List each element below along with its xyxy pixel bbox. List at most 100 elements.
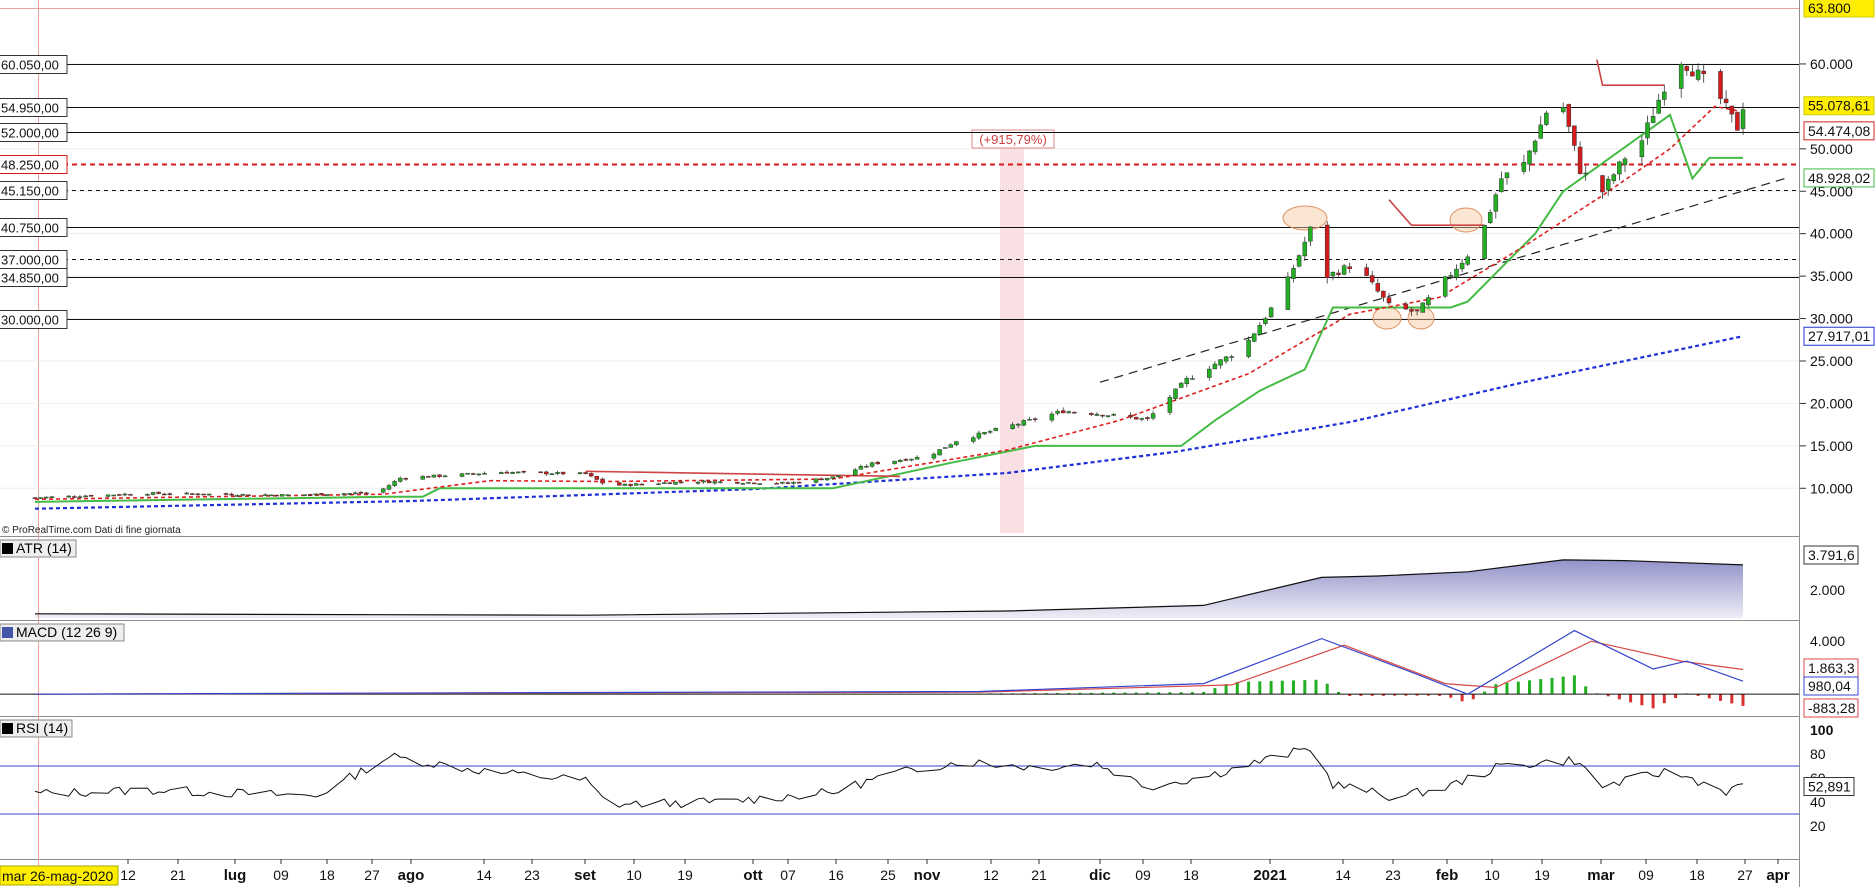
x-tick-label: 2021: [1253, 867, 1286, 884]
level-label: 30.000,00: [0, 310, 68, 329]
candle-body: [1740, 109, 1746, 129]
candle-body: [111, 494, 116, 497]
x-tick-label: 21: [170, 867, 186, 883]
macd-hist-bar: [1303, 680, 1307, 695]
macd-hist-bar: [1404, 694, 1408, 696]
candle-body: [1572, 125, 1577, 146]
level-label: 45.150,00: [0, 181, 68, 200]
rsi-last-badge: 52,891: [1803, 777, 1855, 797]
candle-body: [931, 453, 937, 459]
candle-body: [117, 494, 122, 496]
x-tick-label: 27: [1737, 867, 1753, 883]
candle-body: [791, 481, 796, 484]
candle-body: [353, 492, 358, 495]
candle-body: [1330, 272, 1336, 277]
candle-body: [1150, 413, 1156, 419]
macd-hist-bar: [1516, 681, 1520, 695]
x-tick-label: 23: [524, 867, 540, 883]
candle-body: [364, 492, 369, 495]
price-tick-label: 20.000: [1810, 395, 1853, 411]
rsi-tick-label: 100: [1810, 722, 1834, 738]
macd-hist-bar: [1213, 688, 1217, 695]
level-label: 37.000,00: [0, 250, 68, 269]
x-axis: mar 26-mag-2020 12 21 lug 09 18 27 ago 14 23 set 10…: [0, 859, 1790, 886]
x-tick-label: set: [574, 867, 596, 884]
candle-body: [971, 437, 976, 442]
candle-body: [1184, 378, 1190, 385]
candle-body: [1145, 417, 1150, 419]
candle-body: [701, 480, 706, 483]
macd-last-badge-text: 1.863,3: [1808, 660, 1855, 676]
candle-body: [954, 441, 959, 446]
macd-hist-bar: [1719, 694, 1722, 701]
candle-body: [403, 478, 409, 480]
candle-body: [206, 493, 212, 496]
candle-body: [223, 493, 229, 495]
highlight-band: [1000, 148, 1024, 533]
candle-body: [1268, 307, 1274, 318]
macd-last-badge: 1.863,3: [1803, 658, 1859, 678]
price-tick-label: 50.000: [1810, 141, 1853, 157]
candle-body: [1521, 162, 1527, 172]
candle-body: [1257, 325, 1263, 335]
candle-body: [628, 483, 633, 486]
level-label-box: [0, 55, 68, 74]
candle-body: [285, 494, 291, 497]
supertrend-down-segment: [1596, 59, 1665, 86]
macd-line: [34, 629, 1744, 695]
level-label-box: [0, 218, 68, 237]
x-tick-label: 14: [1335, 867, 1351, 883]
candle-body: [470, 473, 476, 475]
candle-body: [1600, 175, 1605, 193]
candle-body: [987, 431, 993, 433]
candle-body: [504, 471, 510, 474]
candle-body: [1212, 363, 1218, 370]
candle-body: [1409, 309, 1414, 312]
macd-hist-bar: [1325, 683, 1329, 695]
candle-body: [1611, 174, 1617, 182]
x-start-label-box: [0, 865, 119, 886]
atr-line: [34, 559, 1744, 616]
candle-body: [1369, 275, 1375, 283]
candle-body: [184, 492, 189, 495]
candle-body: [594, 475, 600, 480]
ma-short-badge: 54.474,08: [1803, 121, 1875, 141]
candle-body: [695, 482, 701, 484]
candle-body: [858, 466, 864, 470]
candle-body: [1482, 224, 1487, 259]
candle-body: [617, 482, 622, 486]
level-label: 52.000,00: [0, 123, 68, 142]
candle-body: [678, 481, 684, 484]
candle-body: [1375, 283, 1381, 292]
candle-body: [1015, 423, 1021, 426]
candle-body: [77, 496, 83, 498]
level-label-text: 52.000,00: [1, 126, 59, 141]
macd-hist-bar: [1528, 680, 1531, 695]
candle-body: [1605, 178, 1611, 191]
x-tick-label: 16: [828, 867, 844, 883]
candle-body: [544, 471, 549, 475]
max-badge-box: [1803, 0, 1875, 18]
highlight-oval: [1282, 205, 1328, 231]
candle-body: [1060, 410, 1066, 414]
rsi-tick-label: 80: [1810, 746, 1826, 762]
candle-body: [274, 494, 279, 497]
supertrend-badge-box: [1803, 168, 1875, 188]
candle-body: [1207, 368, 1212, 378]
candle-body: [1246, 339, 1251, 357]
candle-body: [824, 477, 830, 481]
candle-body: [437, 474, 442, 477]
ma-long-line: [34, 335, 1744, 510]
candle-body: [1487, 212, 1493, 223]
level-label-text: 60.050,00: [1, 58, 59, 73]
candle-body: [1190, 378, 1195, 380]
ma-long-badge-box: [1803, 326, 1875, 346]
candle-body: [161, 493, 167, 496]
source-note: © ProRealTime.com Dati di fine giornata: [2, 525, 181, 536]
candle-body: [1465, 256, 1470, 265]
macd-hist-bar: [1280, 680, 1284, 695]
candle-body: [122, 493, 128, 496]
candle-body: [420, 476, 425, 480]
candle-body: [1639, 140, 1645, 158]
price-tick-label: 10.000: [1810, 480, 1853, 496]
